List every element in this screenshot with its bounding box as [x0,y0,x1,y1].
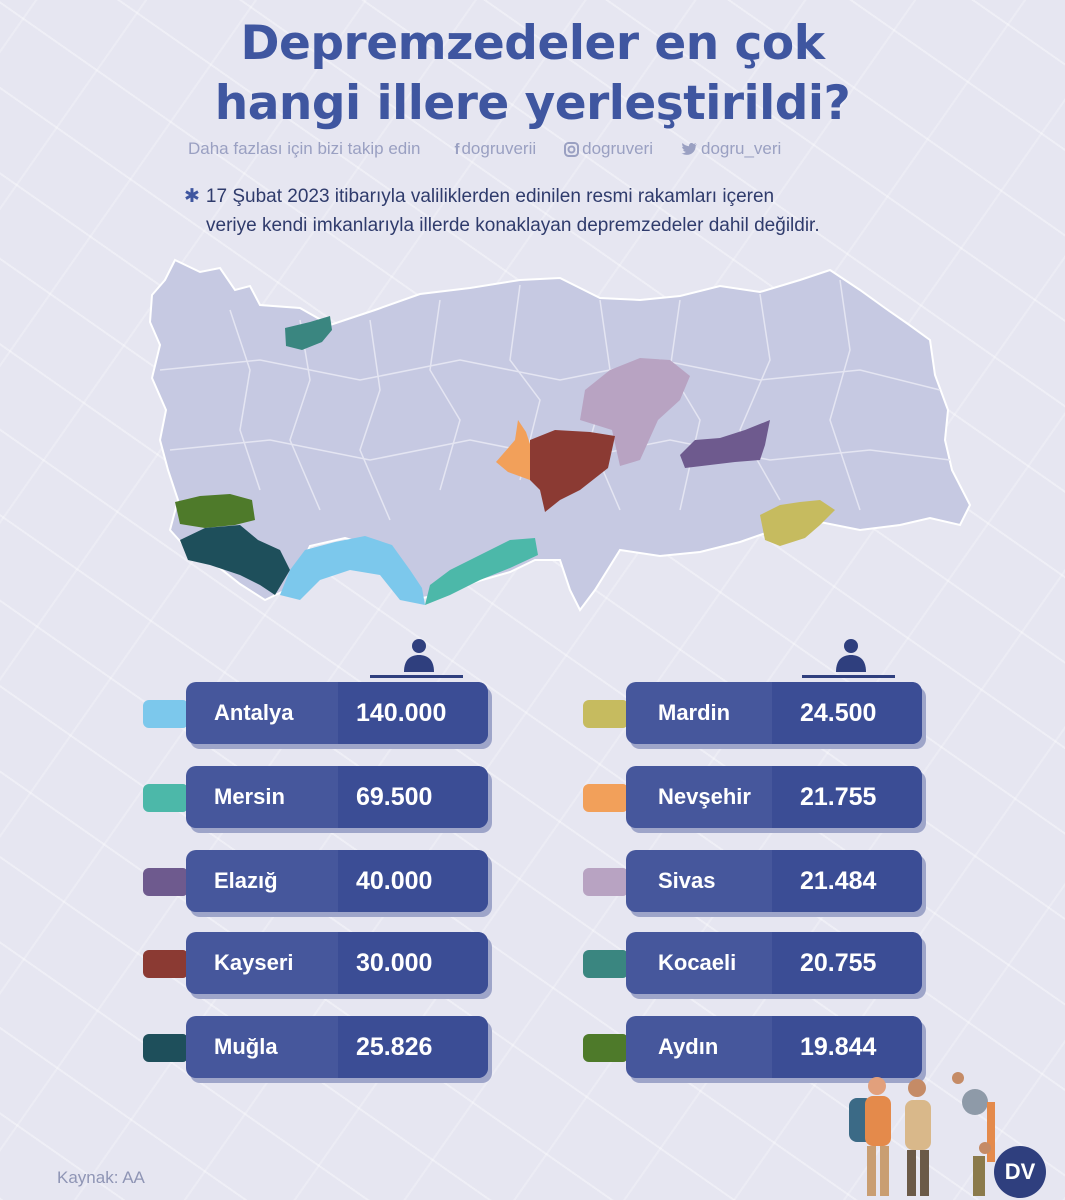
name-mugla: Muğla [214,1034,278,1059]
region-mardin [760,500,835,546]
source-label: Kaynak: AA [57,1168,145,1187]
twitter-icon [681,143,697,155]
region-kocaeli [285,316,332,350]
brand-logo: DV [994,1146,1046,1198]
person-underline-left [370,675,463,678]
follow-bar: Daha fazlası için bizi takip edin f dogr… [188,139,781,159]
value-box-mersin: 69.500 [338,766,488,828]
page-title: Depremzedeler en çok hangi illere yerleş… [0,14,1065,134]
title-line-1: Depremzedeler en çok [240,16,825,71]
value-mardin: 24.500 [800,699,877,727]
twitter-handle: dogru_veri [701,139,782,158]
value-antalya: 140.000 [356,699,447,727]
value-box-kayseri: 30.000 [338,932,488,994]
bar-antalya: Antalya 140.000 [186,682,488,744]
name-nevsehir: Nevşehir [658,784,751,809]
value-box-mardin: 24.500 [772,682,922,744]
color-chip-antalya [143,700,199,728]
bar-sivas: Sivas 21.484 [626,850,922,912]
bar-kayseri: Kayseri 30.000 [186,932,488,994]
color-chip-kayseri [143,950,199,978]
facebook-icon: f [454,140,460,158]
footnote-line-2: veriye kendi imkanlarıyla illerde konakl… [206,215,820,236]
color-chip-elazig [143,868,199,896]
refugees-illustration [849,1072,995,1196]
instagram-handle: dogruveri [582,139,653,158]
footnote: ✱ 17 Şubat 2023 itibarıyla valiliklerden … [184,182,1004,240]
facebook-handle: dogruverii [461,139,537,158]
instagram-icon [564,141,580,157]
follow-text: Daha fazlası için bizi takip edin [188,139,421,158]
name-aydin: Aydın [658,1034,719,1059]
bar-aydin: Aydın 19.844 [626,1016,922,1078]
value-kocaeli: 20.755 [800,949,877,977]
title-line-2: hangi illere yerleştirildi? [214,76,851,131]
color-chip-mugla [143,1034,199,1062]
person-icon-right [836,639,866,672]
region-mersin [425,538,538,605]
region-nevsehir [496,420,532,480]
value-box-elazig: 40.000 [338,850,488,912]
person-underline-right [802,675,895,678]
name-mardin: Mardin [658,700,731,725]
footnote-line-1: 17 Şubat 2023 itibarıyla valiliklerden e… [205,186,775,207]
value-mugla: 25.826 [356,1033,433,1061]
twitter-link[interactable]: dogru_veri [681,139,781,159]
facebook-link[interactable]: f dogruverii [454,139,536,159]
value-kayseri: 30.000 [356,949,433,977]
person-icon-left [404,639,434,672]
region-kayseri [530,430,615,512]
value-box-nevsehir: 21.755 [772,766,922,828]
region-antalya [280,536,425,605]
region-mugla [180,525,290,595]
instagram-link[interactable]: dogruveri [564,139,653,159]
bar-mugla: Muğla 25.826 [186,1016,488,1078]
value-nevsehir: 21.755 [800,783,877,811]
value-box-sivas: 21.484 [772,850,922,912]
name-antalya: Antalya [214,700,294,725]
color-chip-mersin [143,784,199,812]
color-chip-nevsehir [583,784,639,812]
bar-mersin: Mersin 69.500 [186,766,488,828]
bar-elazig: Elazığ 40.000 [186,850,488,912]
bar-mardin: Mardin 24.500 [626,682,922,744]
region-sivas [580,358,690,466]
region-elazig [680,420,770,468]
name-kocaeli: Kocaeli [658,950,737,975]
name-kayseri: Kayseri [214,950,294,975]
color-chip-aydin [583,1034,639,1062]
turkey-map [148,258,972,612]
bar-nevsehir: Nevşehir 21.755 [626,766,922,828]
bar-kocaeli: Kocaeli 20.755 [626,932,922,994]
value-box-aydin: 19.844 [772,1016,922,1078]
region-aydin [175,494,255,528]
value-sivas: 21.484 [800,867,877,895]
value-elazig: 40.000 [356,867,433,895]
name-mersin: Mersin [214,784,285,809]
value-box-antalya: 140.000 [338,682,488,744]
color-chip-mardin [583,700,639,728]
value-box-mugla: 25.826 [338,1016,488,1078]
asterisk-icon: ✱ [184,186,200,207]
name-elazig: Elazığ [214,868,278,893]
value-mersin: 69.500 [356,783,433,811]
color-chip-kocaeli [583,950,639,978]
name-sivas: Sivas [658,868,716,893]
value-box-kocaeli: 20.755 [772,932,922,994]
value-aydin: 19.844 [800,1033,877,1061]
color-chip-sivas [583,868,639,896]
